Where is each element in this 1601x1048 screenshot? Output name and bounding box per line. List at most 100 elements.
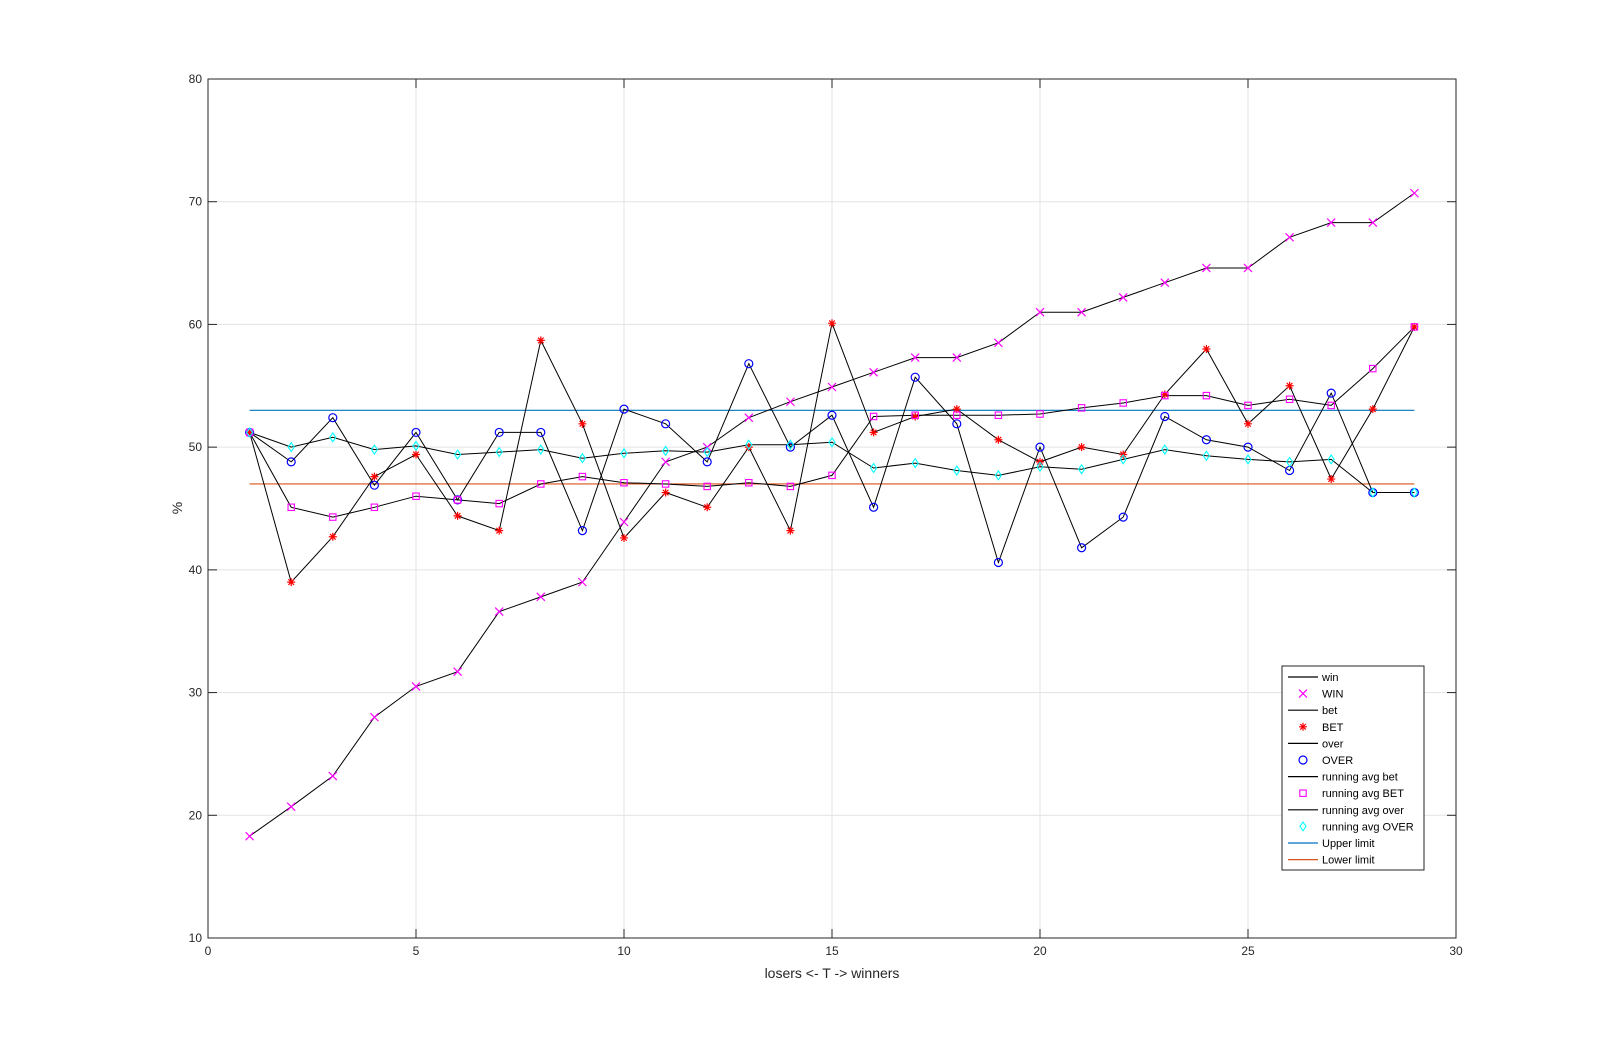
data-point-win — [1409, 188, 1419, 198]
data-point-over — [1035, 442, 1045, 452]
data-point-running-avg-over — [1410, 487, 1419, 498]
data-point-running-avg-over — [578, 452, 587, 464]
data-point-running-avg-over — [1285, 456, 1294, 468]
data-point-win — [619, 517, 629, 527]
data-point-running-avg-over — [911, 457, 919, 469]
data-point-running-avg-bet — [911, 411, 919, 419]
data-point-running-avg-over — [370, 444, 379, 455]
data-point-running-avg-bet — [994, 411, 1003, 419]
data-point-win — [369, 712, 379, 722]
legend: win WIN bet BET over OVER running avg bet runni… — [1281, 665, 1425, 871]
data-point-bet-stroke — [952, 405, 961, 414]
data-point-running-avg-bet — [1161, 391, 1169, 400]
data-point-running-avg-bet — [495, 499, 503, 508]
data-point-bet-stroke — [661, 488, 670, 497]
legend-label: Upper limit — [1322, 838, 1375, 850]
data-point-running-avg-bet — [1119, 399, 1127, 407]
legend-label: BET — [1322, 722, 1344, 734]
data-point-bet — [578, 419, 587, 428]
data-point-win-stroke — [1160, 278, 1170, 288]
data-point-bet-stroke — [744, 443, 753, 452]
data-point-win-stroke — [744, 413, 754, 423]
legend-swatch-marker — [1298, 689, 1308, 699]
data-point-running-avg-over — [1202, 450, 1211, 462]
data-point-win-stroke — [536, 592, 546, 602]
data-point-win — [286, 802, 296, 812]
data-point-running-avg-over — [1244, 454, 1252, 465]
data-point-running-avg-over — [994, 469, 1003, 481]
legend-item-over: OVER — [1298, 755, 1353, 767]
legend-label: running avg OVER — [1322, 821, 1414, 833]
data-point-bet-stroke — [911, 412, 920, 421]
data-point-over — [660, 419, 671, 429]
data-point-bet-stroke — [495, 526, 504, 535]
y-tick-label: 80 — [189, 72, 203, 86]
data-point-running-avg-bet — [1244, 401, 1252, 410]
data-point-over — [453, 495, 463, 505]
data-point-win — [1118, 293, 1128, 302]
data-point-running-avg-over — [828, 436, 836, 448]
data-point-over — [952, 419, 962, 429]
data-point-win-stroke — [245, 831, 255, 841]
data-point-bet — [370, 472, 379, 481]
data-point-over — [1118, 512, 1128, 522]
data-point-win — [411, 682, 421, 691]
axis-ticks-layer: 0 5 10 15 20 25 30 10 20 30 40 50 60 70 80 — [189, 72, 1463, 958]
legend-item-lower-limit: Lower limit — [1288, 855, 1375, 867]
data-point-bet — [1244, 419, 1252, 428]
data-point-win-stroke — [869, 367, 879, 377]
data-point-over — [1201, 435, 1212, 445]
x-tick-label: 10 — [617, 944, 631, 958]
legend-box — [1281, 665, 1425, 871]
y-tick-label: 50 — [189, 440, 203, 454]
data-point-over — [411, 427, 421, 438]
data-point-running-avg-bet — [953, 411, 961, 419]
data-point-win — [1326, 218, 1336, 228]
data-point-bet — [869, 428, 878, 437]
data-point-running-avg-over — [786, 439, 795, 451]
data-point-running-avg-over — [1036, 461, 1044, 473]
data-point-running-avg-bet — [869, 412, 878, 421]
x-tick-label: 30 — [1449, 944, 1463, 958]
data-point-over — [369, 480, 379, 490]
data-point-over — [1326, 388, 1336, 398]
data-point-bet — [412, 450, 420, 459]
data-point-bet — [703, 503, 712, 512]
data-point-win — [1285, 232, 1295, 242]
series-markers-win — [245, 188, 1419, 841]
data-point-win-stroke — [1326, 218, 1336, 228]
data-point-bet — [1368, 405, 1377, 414]
series-line-running-avg-over — [249, 431, 1415, 493]
data-point-bet — [1285, 381, 1294, 390]
data-point-bet — [495, 526, 504, 535]
data-point-bet-stroke — [1368, 405, 1377, 414]
data-point-over — [536, 427, 546, 438]
legend-label: running avg bet — [1322, 772, 1398, 784]
data-point-running-avg-bet — [578, 472, 587, 481]
data-point-win-stroke — [1201, 263, 1211, 273]
data-point-win — [1160, 278, 1170, 288]
y-tick-label: 10 — [189, 931, 203, 945]
legend-swatch-marker — [1298, 755, 1308, 765]
data-point-running-avg-over — [453, 449, 462, 460]
data-point-win-stroke — [785, 397, 795, 407]
data-point-running-avg-bet — [661, 480, 670, 488]
data-point-bet-stroke — [1410, 322, 1419, 331]
data-point-win-stroke — [827, 382, 837, 392]
data-point-bet — [911, 412, 920, 421]
y-tick-label: 70 — [189, 195, 203, 209]
data-point-running-avg-over — [620, 447, 628, 459]
data-point-running-avg-over — [537, 444, 545, 455]
legend-swatch-marker-stroke — [1299, 722, 1307, 731]
data-point-bet-stroke — [786, 526, 795, 535]
legend-label: Lower limit — [1322, 855, 1375, 867]
data-point-bet-stroke — [536, 336, 545, 345]
data-point-win-stroke — [661, 457, 671, 467]
data-point-running-avg-bet — [370, 503, 379, 512]
data-point-bet-stroke — [869, 428, 878, 437]
data-point-running-avg-bet — [620, 478, 628, 487]
data-point-win — [536, 592, 546, 602]
data-point-running-avg-over — [495, 446, 503, 458]
y-tick-label: 40 — [189, 563, 203, 577]
